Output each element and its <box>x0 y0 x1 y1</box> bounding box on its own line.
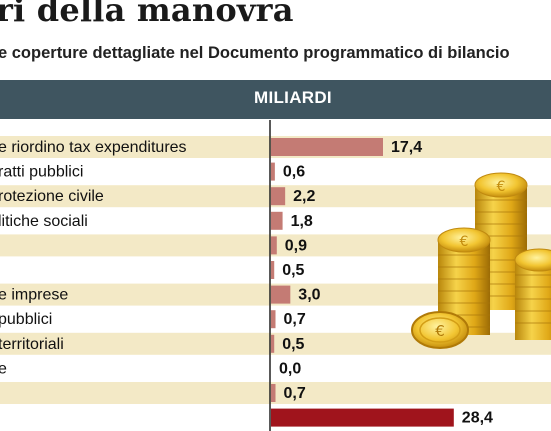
value-label: 3,0 <box>298 287 320 304</box>
value-label: 28,4 <box>462 410 493 427</box>
category-label: ratti pubblici <box>0 164 83 181</box>
chart-title: ri della manovra <box>0 0 294 29</box>
bar <box>271 211 283 230</box>
value-label: 1,8 <box>291 213 313 230</box>
coin-leaning: € <box>411 311 469 349</box>
category-label: territoriali <box>0 336 64 353</box>
bar <box>271 236 277 255</box>
category-label: litiche sociali <box>0 213 88 230</box>
value-label: 0,7 <box>284 311 306 328</box>
bar <box>271 408 454 427</box>
bar <box>271 187 286 206</box>
svg-text:€: € <box>497 179 506 195</box>
value-label: 0,9 <box>285 237 307 254</box>
value-label: 2,2 <box>293 188 315 205</box>
bar <box>271 384 276 402</box>
coin-stack-right <box>514 248 551 340</box>
coin-stacks-illustration: € € € <box>411 172 551 349</box>
bar <box>271 334 275 353</box>
category-label: rotezione civile <box>0 188 104 205</box>
category-label: e <box>0 360 7 377</box>
value-label: 17,4 <box>391 139 422 156</box>
bar <box>271 261 275 279</box>
bar <box>271 162 275 181</box>
header-band <box>0 80 551 119</box>
value-label: 0,0 <box>279 360 301 377</box>
coin-stack-left: € <box>437 227 491 335</box>
bar <box>271 285 291 304</box>
value-label: 0,7 <box>284 385 306 402</box>
header-label: MILIARDI <box>254 88 332 107</box>
category-label: pubblici <box>0 311 52 328</box>
value-label: 0,5 <box>282 336 304 353</box>
svg-text:€: € <box>435 322 445 340</box>
category-label: e riordino tax expenditures <box>0 139 187 156</box>
bar <box>271 138 383 156</box>
value-label: 0,6 <box>283 164 305 181</box>
chart-subtitle: e coperture dettagliate nel Documento pr… <box>0 44 510 62</box>
row-stripe <box>0 332 551 355</box>
svg-text:€: € <box>460 234 469 250</box>
value-label: 0,5 <box>282 262 304 279</box>
bar <box>271 310 276 329</box>
category-label: e imprese <box>0 287 68 304</box>
